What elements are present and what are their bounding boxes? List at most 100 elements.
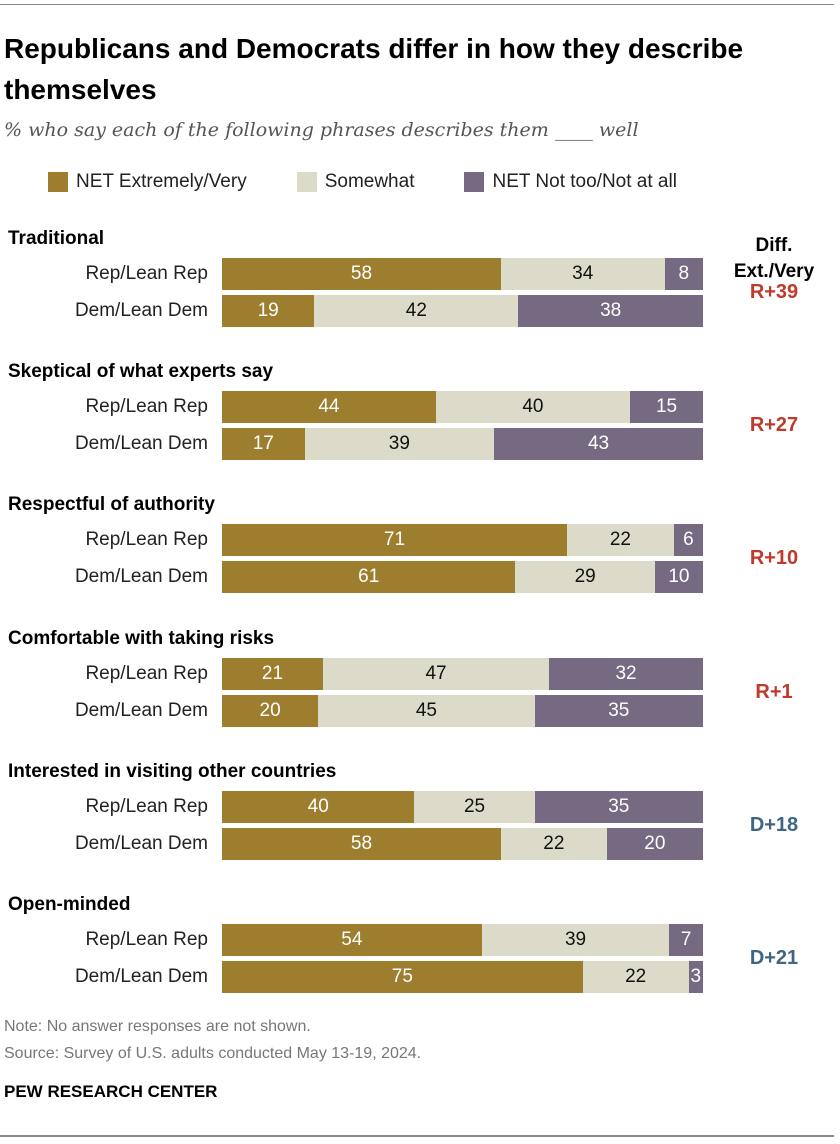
row-label: Rep/Lean Rep [85,662,208,684]
data-label: 45 [415,699,437,721]
bar-segment-net-not-too: 8 [664,258,703,290]
bar-segment-somewhat: 45 [318,694,535,727]
data-label: 61 [358,566,380,588]
data-label: 20 [259,699,281,721]
bar-segment-net-extremely-very: 17 [222,428,305,461]
legend-item-somewhat: Somewhat [296,171,415,193]
data-label: 19 [257,300,279,321]
diff-header-line1: Diff. [755,235,793,256]
bar-segment-net-not-too: 20 [606,827,703,860]
row-label: Dem/Lean Dem [74,699,208,721]
bar-segment-somewhat: 40 [435,391,631,424]
note-text: Note: No answer responses are not shown. [4,1018,311,1035]
row-label: Rep/Lean Rep [85,929,208,950]
bar-segment-net-extremely-very: 21 [222,657,323,690]
data-label: 7 [680,929,692,950]
org-logo-text: PEW RESEARCH CENTER [4,1082,218,1101]
data-label: 8 [678,263,690,284]
bar-segment-net-not-too: 32 [549,657,703,690]
stacked-bar: 58 22 20 [222,827,703,860]
bar-segment-somewhat: 22 [582,961,689,993]
group-title: Skeptical of what experts say [8,361,274,383]
data-label: 6 [683,529,694,551]
bar-segment-net-extremely-very: 58 [222,258,501,290]
bar-segment-net-not-too: 3 [688,961,703,993]
stacked-bar: 19 42 38 [222,295,703,327]
data-label: 39 [564,929,587,950]
stacked-bar: 61 29 10 [222,561,703,594]
bar-segment-net-not-too: 15 [630,391,703,424]
bar-segment-somewhat: 34 [500,258,665,290]
legend-label: NET Not too/Not at all [492,171,677,192]
diff-value: D+18 [749,813,799,836]
stacked-bar: 20 45 35 [222,694,703,727]
chart-title: Republicans and Democrats differ in how … [4,33,744,105]
data-label: 58 [350,832,373,854]
stacked-bar: 54 39 7 [222,924,703,956]
data-label: 32 [615,662,637,684]
row-label: Rep/Lean Rep [85,529,208,551]
row-label: Dem/Lean Dem [74,966,208,987]
legend-swatch-somewhat [296,172,317,192]
data-label: 42 [405,300,427,321]
data-label: 38 [600,300,622,321]
data-label: 39 [388,433,410,455]
data-label: 3 [690,966,702,987]
bar-segment-net-not-too: 43 [494,428,703,461]
data-label: 10 [668,566,690,588]
group-title: Comfortable with taking risks [8,627,275,649]
data-label: 20 [644,832,666,854]
bar-segment-net-not-too: 10 [654,561,703,594]
chart-subtitle: % who say each of the following phrases … [4,119,639,141]
bar-segment-net-extremely-very: 75 [222,961,583,993]
legend-swatch-not [464,172,485,192]
bar-segment-net-not-too: 6 [673,524,703,557]
bar-segment-net-not-too: 35 [534,694,703,727]
bar-segment-net-extremely-very: 71 [222,524,567,557]
data-label: 29 [574,566,596,588]
data-label: 44 [318,396,340,418]
stacked-bar: 71 22 6 [222,524,703,557]
bar-segment-net-extremely-very: 54 [222,924,482,956]
bar-segment-net-extremely-very: 58 [222,827,501,860]
data-label: 21 [261,662,284,684]
data-label: 58 [350,263,373,284]
top-rule [0,4,834,5]
legend-item-not: NET Not too/Not at all [464,171,677,193]
source-text: Source: Survey of U.S. adults conducted … [4,1045,422,1062]
stacked-bar: 75 22 3 [222,961,703,993]
bar-segment-somewhat: 39 [304,428,495,461]
bar-segment-somewhat: 29 [515,561,655,594]
stacked-bar: 40 25 35 [222,790,703,823]
bottom-rule [0,1135,834,1137]
data-label: 75 [391,966,413,987]
diff-header: Diff. Ext./Very [718,233,830,285]
group-title: Interested in visiting other countries [8,760,337,782]
bar-segment-somewhat: 47 [323,657,550,690]
bar-segment-somewhat: 42 [314,295,519,327]
legend-label: Somewhat [324,171,415,192]
legend-label: NET Extremely/Very [76,171,247,192]
data-label: 25 [463,795,486,817]
bar-segment-net-extremely-very: 20 [222,694,319,727]
row-label: Rep/Lean Rep [85,795,208,817]
row-label: Dem/Lean Dem [74,566,208,588]
bar-segment-net-extremely-very: 61 [222,561,516,594]
data-label: 22 [609,529,631,551]
diff-value: R+1 [755,680,793,703]
diff-value: R+10 [749,547,799,570]
row-label: Rep/Lean Rep [85,396,208,418]
bar-segment-net-not-too: 38 [518,295,703,327]
bar-segment-net-extremely-very: 40 [222,790,415,823]
bar-segment-net-extremely-very: 44 [222,391,436,424]
group-title: Traditional [8,228,105,249]
legend-item-net: NET Extremely/Very [48,171,247,193]
legend-swatch-net [48,172,68,192]
diff-value: D+21 [749,947,799,969]
data-label: 54 [341,929,363,950]
bar-segment-somewhat: 25 [414,790,535,823]
data-label: 40 [522,396,544,418]
row-label: Rep/Lean Rep [85,263,208,284]
bar-segment-net-extremely-very: 19 [222,295,315,327]
